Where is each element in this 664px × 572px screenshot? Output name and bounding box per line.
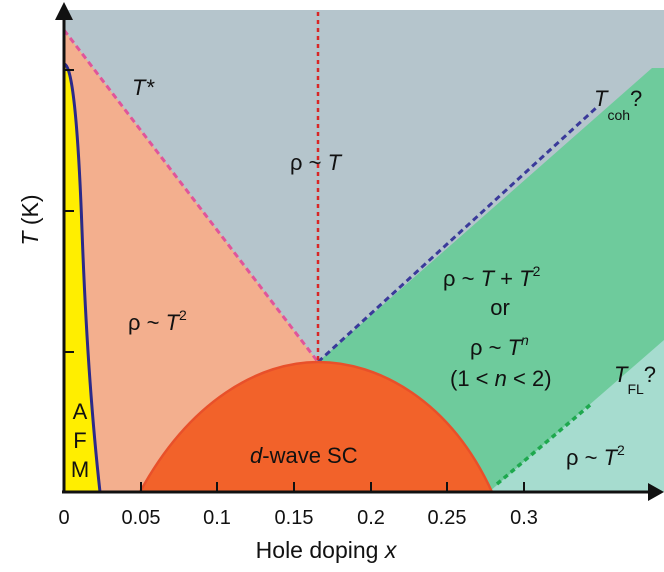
x-tick-labels: 0 0.05 0.1 0.15 0.2 0.25 0.3 [58,507,537,529]
y-axis-arrow [55,2,73,20]
sc-dome [140,362,492,492]
mixed-label-line1: ρ ~ T + T2 [443,263,541,291]
y-axis-label: T (K) [17,194,43,245]
pseudogap-crossover-label: T* [132,75,155,100]
crossover-region [318,68,664,492]
afm-region [64,64,100,492]
afm-label-f: F [73,428,86,453]
fermi-liquid-line [495,403,592,486]
coherence-crossover-label: Tcoh? [594,86,642,123]
linear-region-label: ρ ~ T [290,150,343,175]
fermi-liquid-region-label: ρ ~ T2 [566,442,625,470]
x-tick-label: 0.05 [122,507,161,529]
x-axis-arrow [648,483,664,501]
coherence-line [316,106,598,364]
mixed-label-line3: (1 < n < 2) [450,366,552,391]
x-tick-label: 0 [58,507,69,529]
sc-dome-edge [138,360,494,493]
x-tick-label: 0.3 [510,507,538,529]
x-tick-label: 0.1 [203,507,231,529]
afm-label-a: A [73,399,88,424]
sc-dome-label: d-wave SC [250,443,358,468]
pseudogap-region-label: ρ ~ T2 [128,307,187,335]
fermi-liquid-crossover-label: TFL? [614,362,656,397]
mixed-label-or: or [490,295,510,320]
afm-boundary-line [63,62,102,493]
x-tick-label: 0.15 [275,507,314,529]
mixed-label-line2: ρ ~ Tn [470,332,529,360]
afm-label-m: M [71,457,89,482]
axes [55,2,664,501]
x-tick-label: 0.2 [357,507,385,529]
x-tick-label: 0.25 [428,507,467,529]
x-axis-label: Hole doping x [256,537,398,563]
